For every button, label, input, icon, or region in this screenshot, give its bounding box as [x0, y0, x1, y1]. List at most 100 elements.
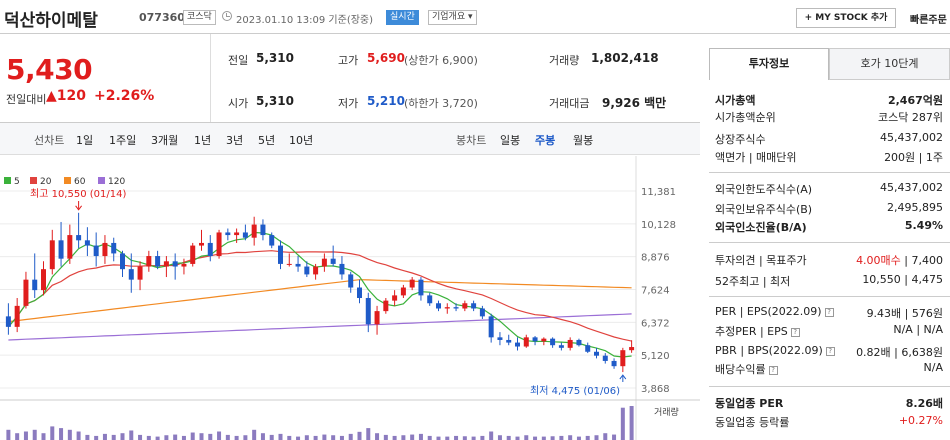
quick-order-link[interactable]: 빠른주문: [910, 15, 947, 26]
volume-value: 1,802,418: [591, 51, 659, 65]
period-3y[interactable]: 3년: [226, 134, 244, 147]
info-icon[interactable]: ?: [790, 328, 800, 337]
section-divider: [709, 242, 950, 243]
add-my-stock-button[interactable]: + MY STOCK 추가: [796, 8, 896, 28]
candle-body: [313, 266, 319, 275]
opinion-value: 4.00매수: [856, 254, 901, 267]
candle-body: [348, 274, 354, 288]
volume-bar: [32, 429, 37, 440]
candle-body: [409, 279, 415, 288]
header-divider: [0, 33, 950, 34]
high-label: 고가: [338, 54, 359, 67]
period-1w[interactable]: 1주일: [109, 134, 137, 147]
candle-body: [427, 295, 433, 304]
candle-weekly[interactable]: 주봉: [535, 134, 556, 147]
line-chart-label: 선차트: [34, 134, 65, 147]
candle-body: [225, 232, 231, 236]
period-10y[interactable]: 10년: [289, 134, 314, 147]
info-icon[interactable]: ?: [825, 347, 835, 356]
volume-bar: [436, 436, 441, 440]
period-1d[interactable]: 1일: [76, 134, 94, 147]
candle-body: [49, 240, 55, 270]
info-row: 동일업종 등락률 +0.27%: [715, 414, 949, 431]
volume-bar: [559, 435, 564, 440]
period-5y[interactable]: 5년: [258, 134, 276, 147]
candle-body: [365, 298, 371, 325]
tab-investment-info[interactable]: 투자정보: [709, 48, 829, 80]
lower-limit: (하한가 3,720): [404, 97, 478, 110]
candle-daily[interactable]: 일봉: [500, 134, 521, 147]
volume-bar: [41, 433, 46, 440]
period-3m[interactable]: 3개월: [151, 134, 179, 147]
candle-monthly[interactable]: 월봉: [573, 134, 594, 147]
candle-body: [14, 305, 20, 327]
y-tick-label: 3,868: [641, 384, 670, 395]
stock-candle-chart[interactable]: 11,381 10,128 8,876 7,624 6,372 5,120 3,868 5 20…: [0, 156, 700, 440]
info-row: 외국인한도주식수(A) 45,437,002: [715, 181, 949, 198]
info-row-value: N/A | N/A: [893, 323, 943, 336]
info-row-value: 5.49%: [904, 219, 943, 232]
info-row-value: 200원 | 1주: [884, 151, 943, 164]
volume-bar: [620, 407, 625, 440]
current-price: 5,430: [6, 53, 93, 86]
volume-bar: [603, 433, 608, 440]
company-overview-button[interactable]: 기업개요 ▾: [428, 10, 477, 25]
candle-body: [163, 261, 169, 267]
y-tick-label: 11,381: [641, 187, 676, 198]
volume-bar: [471, 436, 476, 440]
info-row-label: 배당수익률: [715, 363, 766, 376]
volume-bar: [234, 435, 239, 440]
candle-body: [471, 303, 477, 309]
volume-bar: [102, 433, 107, 440]
info-row: 시가총액 2,467억원: [715, 92, 949, 109]
volume-bar: [146, 435, 151, 440]
volume-bar: [190, 432, 195, 440]
upper-limit: (상한가 6,900): [404, 54, 478, 67]
candle-body: [23, 279, 29, 306]
candle-body: [41, 269, 46, 291]
tab-order-book[interactable]: 호가 10단계: [829, 48, 950, 80]
volume-bar: [568, 435, 573, 440]
candle-body: [84, 240, 90, 246]
volume-bar: [304, 435, 309, 440]
info-row-label: 시가총액순위: [715, 111, 776, 124]
candle-body: [58, 240, 64, 259]
candle-body: [374, 311, 380, 325]
info-row: 배당수익률? N/A: [715, 361, 949, 378]
candle-body: [181, 263, 187, 267]
chevron-down-icon: ▾: [468, 12, 473, 22]
company-overview-label: 기업개요: [432, 12, 466, 22]
realtime-badge[interactable]: 실시간: [386, 10, 419, 25]
volume-bar: [260, 433, 265, 440]
info-row: 52주최고 | 최저 10,550 | 4,475: [715, 273, 949, 290]
info-row-value: 45,437,002: [880, 181, 943, 194]
change-percent: +2.26%: [94, 88, 155, 104]
candle-body: [260, 224, 266, 236]
candle-body: [286, 263, 292, 265]
prev-close-label: 전일: [228, 54, 249, 67]
candle-body: [567, 339, 573, 348]
volume-bar: [541, 436, 546, 440]
candle-body: [576, 339, 582, 346]
candle-body: [207, 242, 213, 257]
period-1y[interactable]: 1년: [194, 134, 212, 147]
info-row-label: 시가총액: [715, 94, 756, 107]
section-divider: [709, 172, 950, 173]
candle-body: [269, 235, 275, 246]
volume-bar: [612, 434, 617, 440]
volume-bar: [427, 435, 432, 440]
candle-body: [506, 339, 512, 343]
volume-bar: [269, 434, 274, 440]
info-icon[interactable]: ?: [768, 366, 778, 375]
volume-bar: [296, 436, 301, 440]
candle-body: [242, 232, 248, 238]
volume-bar: [129, 430, 134, 440]
candle-body: [357, 287, 362, 299]
volume-bar: [15, 433, 20, 440]
info-icon[interactable]: ?: [824, 308, 834, 317]
candle-body: [5, 316, 11, 327]
ma5-line: [7, 231, 632, 358]
info-row: PBR | BPS(2022.09)? 0.82배 | 6,638원: [715, 344, 949, 361]
info-row: 액면가 | 매매단위 200원 | 1주: [715, 149, 949, 166]
candle-body: [550, 338, 556, 346]
